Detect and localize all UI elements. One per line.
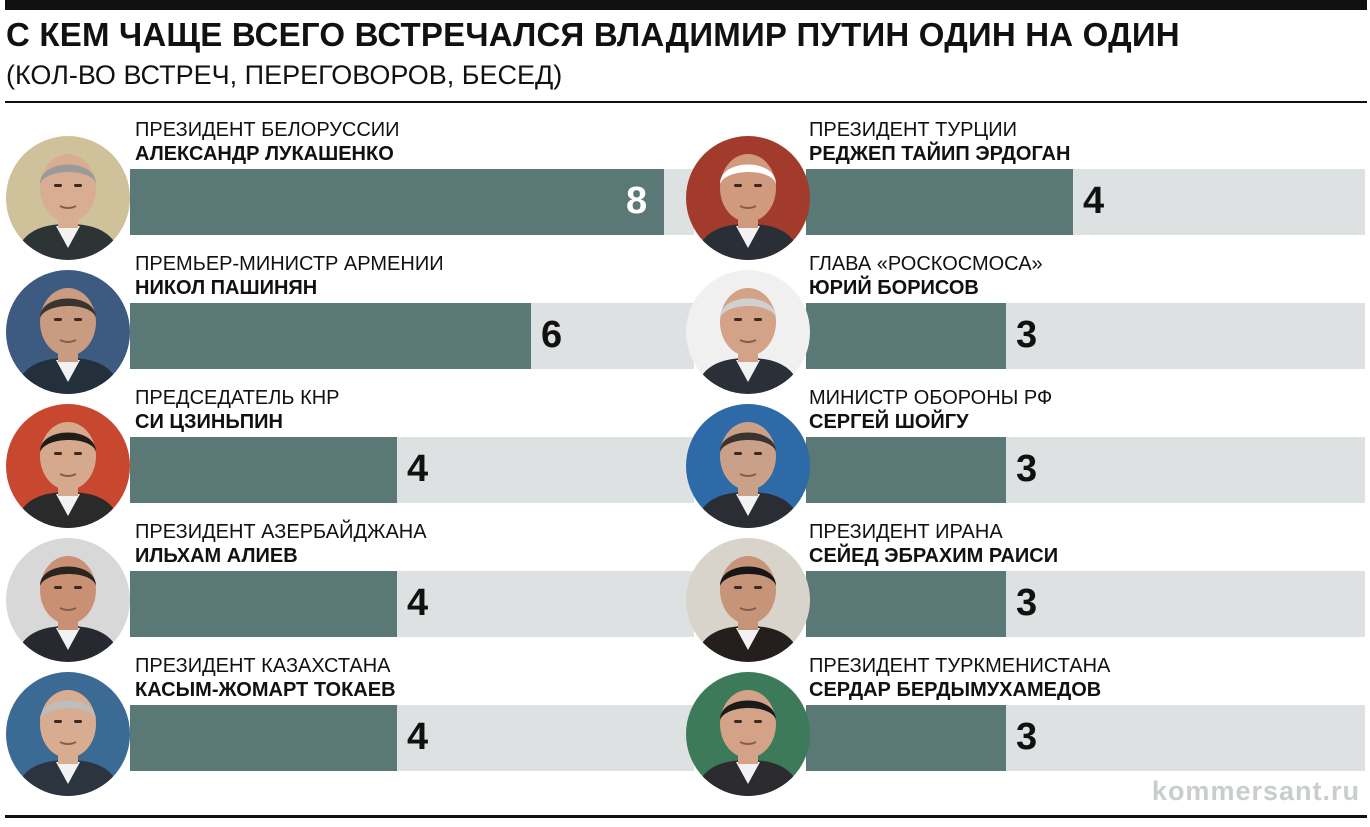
bar (806, 437, 1006, 503)
portrait-photo (686, 136, 810, 260)
chart-title: С КЕМ ЧАЩЕ ВСЕГО ВСТРЕЧАЛСЯ ВЛАДИМИР ПУТ… (6, 16, 1180, 53)
header-divider (5, 101, 1367, 103)
person-name: СЕРГЕЙ ШОЙГУ (809, 411, 969, 433)
bar-value-label: 8 (626, 180, 648, 222)
bar-value-label: 6 (541, 314, 563, 356)
portrait-photo (686, 270, 810, 394)
bar-value-label: 3 (1016, 582, 1038, 624)
portrait-photo (6, 538, 130, 662)
bar (806, 705, 1006, 771)
portrait-image (686, 270, 810, 394)
bar-track: 3 (806, 437, 1365, 503)
person-role: ПРЕЗИДЕНТ БЕЛОРУССИИ (135, 119, 400, 141)
portrait-image (6, 538, 130, 662)
person-name: СЕРДАР БЕРДЫМУХАМЕДОВ (809, 679, 1102, 701)
bar (130, 169, 664, 235)
bar-track: 4 (130, 571, 694, 637)
portrait-photo (686, 672, 810, 796)
person-role: ПРЕЗИДЕНТ АЗЕРБАЙДЖАНА (135, 521, 427, 543)
source-label: kommersant.ru (1151, 776, 1360, 806)
portrait-photo (6, 404, 130, 528)
person-role: МИНИСТР ОБОРОНЫ РФ (809, 387, 1053, 409)
portrait-image (6, 404, 130, 528)
bottom-rule (5, 815, 1367, 818)
portrait-photo (686, 538, 810, 662)
bar-track: 6 (130, 303, 694, 369)
bar-value-label: 3 (1016, 716, 1038, 758)
bar (130, 705, 397, 771)
portrait-photo (686, 404, 810, 528)
bar-track: 3 (806, 571, 1365, 637)
person-role: ПРЕДСЕДАТЕЛЬ КНР (135, 387, 340, 409)
person-name: АЛЕКСАНДР ЛУКАШЕНКО (135, 143, 394, 165)
person-role: ПРЕМЬЕР-МИНИСТР АРМЕНИИ (135, 253, 444, 275)
portrait-photo (6, 672, 130, 796)
chart-subtitle: (КОЛ-ВО ВСТРЕЧ, ПЕРЕГОВОРОВ, БЕСЕД) (6, 60, 563, 90)
bar-value-label: 3 (1016, 314, 1038, 356)
portrait-image (6, 672, 130, 796)
bar-value-label: 4 (407, 448, 429, 490)
portrait-image (686, 672, 810, 796)
bar (130, 571, 397, 637)
portrait-photo (6, 270, 130, 394)
portrait-photo (6, 136, 130, 260)
bar-value-label: 4 (1083, 180, 1105, 222)
person-role: ПРЕЗИДЕНТ ТУРЦИИ (809, 119, 1017, 141)
person-role: ПРЕЗИДЕНТ ИРАНА (809, 521, 1003, 543)
bar (130, 303, 531, 369)
portrait-image (6, 270, 130, 394)
bar-value-label: 4 (407, 716, 429, 758)
person-role: ПРЕЗИДЕНТ ТУРКМЕНИСТАНА (809, 655, 1111, 677)
bar-track: 4 (130, 705, 694, 771)
person-name: КАСЫМ-ЖОМАРТ ТОКАЕВ (135, 679, 396, 701)
top-rule (5, 0, 1367, 10)
person-name: ИЛЬХАМ АЛИЕВ (135, 545, 298, 567)
bar-value-label: 4 (407, 582, 429, 624)
bar-track: 8 (130, 169, 694, 235)
portrait-image (686, 404, 810, 528)
bar-track: 3 (806, 705, 1365, 771)
bar (130, 437, 397, 503)
bar (806, 303, 1006, 369)
portrait-image (6, 136, 130, 260)
portrait-image (686, 136, 810, 260)
person-name: НИКОЛ ПАШИНЯН (135, 277, 318, 299)
bar-track: 3 (806, 303, 1365, 369)
person-name: СЕЙЕД ЭБРАХИМ РАИСИ (809, 545, 1059, 567)
person-role: ГЛАВА «РОСКОСМОСА» (809, 253, 1043, 275)
person-name: РЕДЖЕП ТАЙИП ЭРДОГАН (809, 143, 1071, 165)
bar-track: 4 (130, 437, 694, 503)
portrait-image (686, 538, 810, 662)
bar-value-label: 3 (1016, 448, 1038, 490)
person-name: ЮРИЙ БОРИСОВ (809, 277, 979, 299)
person-name: СИ ЦЗИНЬПИН (135, 411, 283, 433)
person-role: ПРЕЗИДЕНТ КАЗАХСТАНА (135, 655, 391, 677)
bar (806, 169, 1073, 235)
bar (806, 571, 1006, 637)
bar-track: 4 (806, 169, 1365, 235)
